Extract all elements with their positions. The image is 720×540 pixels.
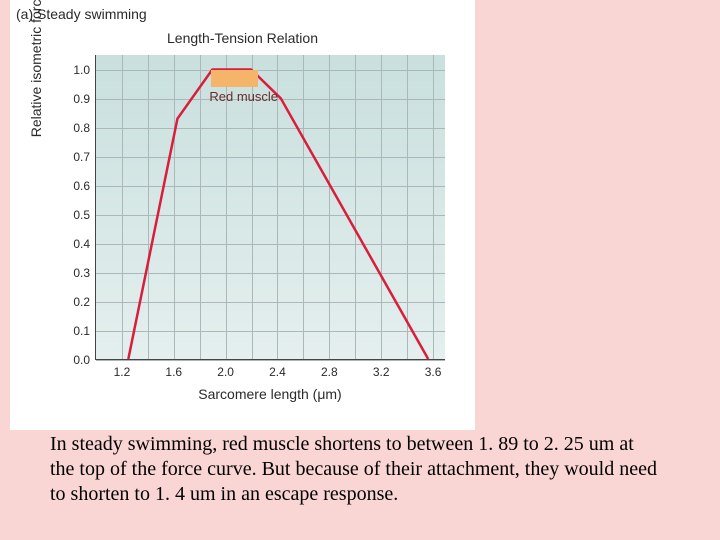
gridline-h [96, 360, 445, 361]
x-tick-label: 1.6 [165, 365, 182, 379]
y-tick-label: 0.4 [73, 237, 90, 251]
caption-text: In steady swimming, red muscle shortens … [50, 432, 660, 507]
x-tick-label: 1.2 [114, 365, 131, 379]
plot-area: Red muscle 0.00.10.20.30.40.50.60.70.80.… [95, 55, 445, 360]
x-tick-label: 3.6 [425, 365, 442, 379]
y-tick-label: 0.2 [73, 295, 90, 309]
red-muscle-range-box [211, 70, 258, 87]
y-tick-label: 0.0 [73, 353, 90, 367]
y-tick-label: 0.1 [73, 324, 90, 338]
y-tick-label: 0.8 [73, 121, 90, 135]
x-tick-label: 3.2 [373, 365, 390, 379]
x-axis-label: Sarcomere length (μm) [95, 386, 445, 402]
y-axis-label: Relative isometric force [28, 0, 44, 137]
x-tick-label: 2.0 [217, 365, 234, 379]
figure-panel: (a) Steady swimming Length-Tension Relat… [10, 0, 475, 430]
y-tick-label: 0.7 [73, 150, 90, 164]
red-muscle-label: Red muscle [209, 89, 278, 104]
y-tick-label: 1.0 [73, 63, 90, 77]
y-tick-label: 0.3 [73, 266, 90, 280]
x-tick-label: 2.4 [269, 365, 286, 379]
x-tick-label: 2.8 [321, 365, 338, 379]
chart-title: Length-Tension Relation [10, 30, 475, 46]
y-tick-label: 0.5 [73, 208, 90, 222]
y-tick-label: 0.6 [73, 179, 90, 193]
y-tick-label: 0.9 [73, 92, 90, 106]
